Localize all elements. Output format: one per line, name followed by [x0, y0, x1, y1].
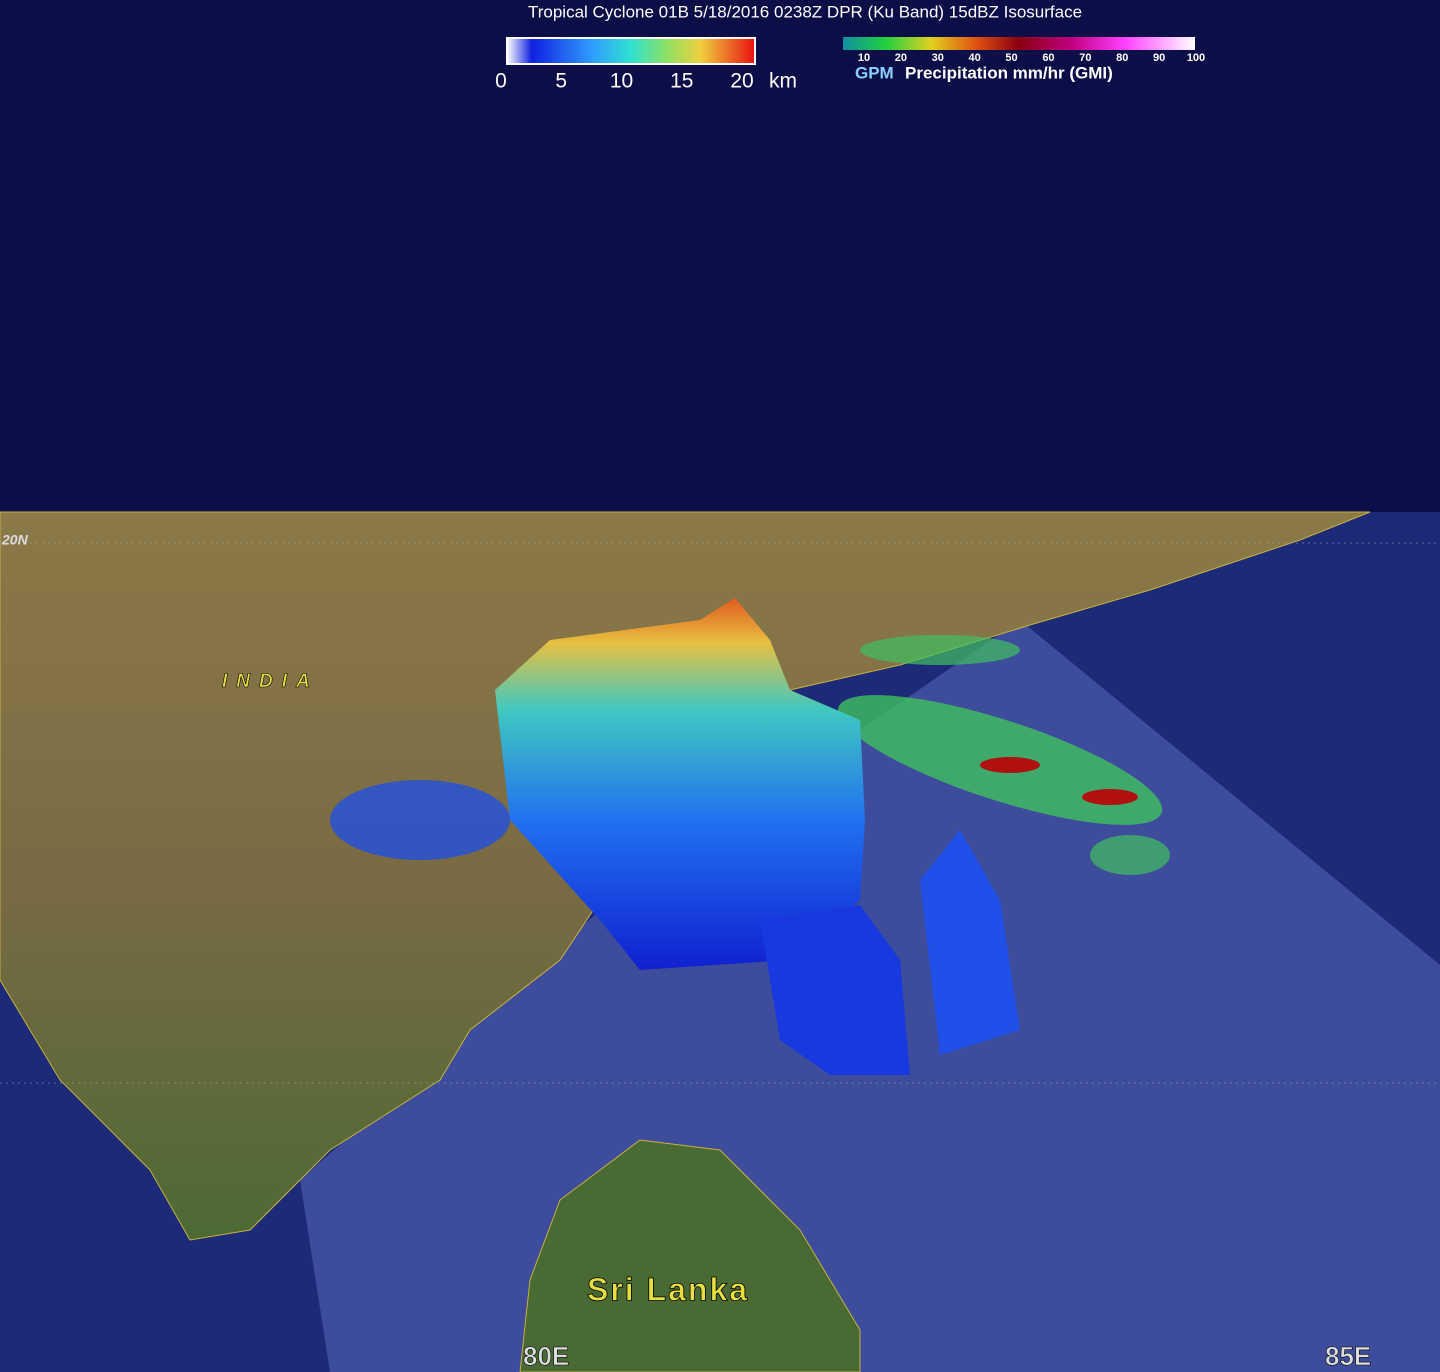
height-tick-label: 10 [610, 70, 633, 93]
precip-tick-label: 40 [969, 52, 981, 64]
precip-tick-label: 80 [1116, 52, 1128, 64]
height-tick-label: 5 [555, 70, 567, 93]
precip-tick-label: 20 [895, 52, 907, 64]
longitude-label: 85E [1325, 1341, 1371, 1371]
height-tick-label: 0 [495, 70, 507, 93]
island-label: Sri Lanka [587, 1271, 749, 1307]
latitude-label: 20N [1, 532, 29, 548]
height-unit: km [769, 70, 797, 93]
country-label: INDIA [222, 671, 319, 692]
title: Tropical Cyclone 01B 5/18/2016 0238Z DPR… [528, 2, 1082, 21]
precip-source: GPM [855, 63, 894, 82]
precip-tick-label: 90 [1153, 52, 1165, 64]
precip-tick-label: 60 [1042, 52, 1054, 64]
precip-tick-label: 10 [858, 52, 870, 64]
precip-tick-label: 70 [1079, 52, 1091, 64]
height-tick-label: 15 [670, 70, 693, 93]
map-background [0, 511, 1440, 1372]
precip-tick-label: 30 [932, 52, 944, 64]
longitude-label: 80E [523, 1341, 569, 1371]
precip-tick-label: 100 [1187, 52, 1205, 64]
precip-label: Precipitation mm/hr (GMI) [905, 63, 1113, 82]
precip-colorbar [843, 37, 1195, 50]
precip-tick-label: 50 [1005, 52, 1017, 64]
height-tick-label: 20 [730, 70, 753, 93]
height-colorbar [506, 37, 756, 65]
